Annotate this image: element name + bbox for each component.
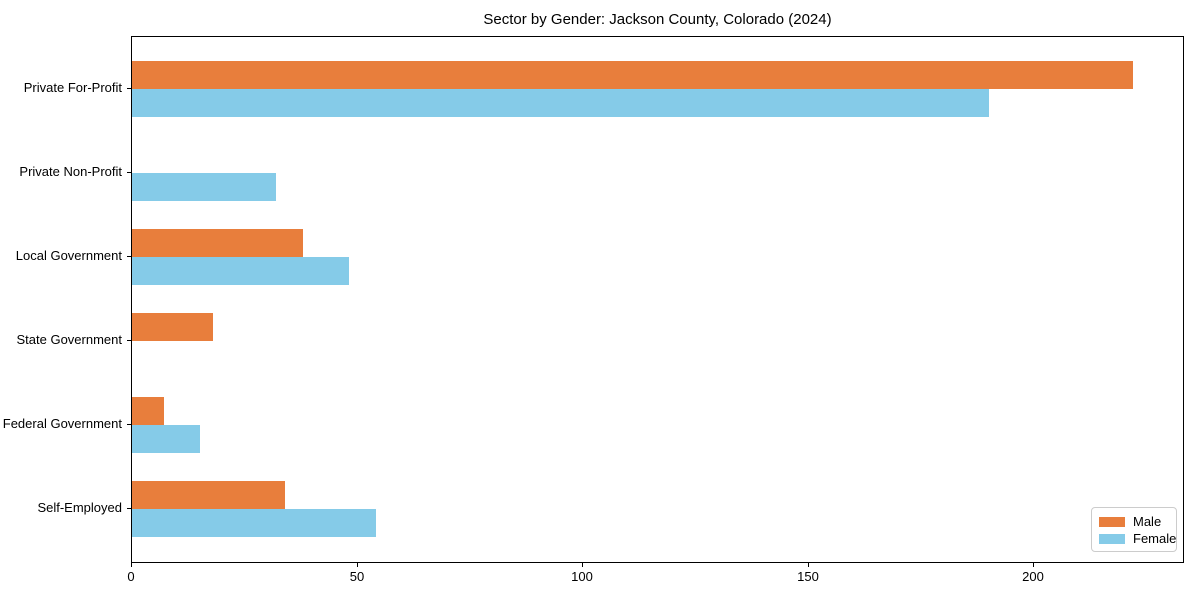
bar-male-federal-government (132, 397, 164, 425)
ytick-mark (127, 424, 131, 425)
legend: Male Female (1091, 507, 1177, 552)
ytick-mark (127, 508, 131, 509)
ytick-mark (127, 172, 131, 173)
bar-female-private-for-profit (132, 89, 989, 117)
legend-label-female: Female (1133, 531, 1177, 546)
legend-item-male: Male (1099, 514, 1169, 529)
legend-swatch-male-icon (1099, 516, 1125, 527)
bar-female-self-employed (132, 509, 376, 537)
ytick-label-private-for-profit: Private For-Profit (23, 80, 122, 95)
ytick-mark (127, 256, 131, 257)
xtick-mark (357, 563, 358, 567)
xtick-mark (131, 563, 132, 567)
ytick-label-self-employed: Self-Employed (37, 500, 122, 515)
xtick-mark (1033, 563, 1034, 567)
xtick-mark (582, 563, 583, 567)
plot-area (131, 36, 1184, 563)
xtick-label-0: 0 (127, 569, 135, 584)
xtick-label-150: 150 (797, 569, 819, 584)
xtick-label-100: 100 (571, 569, 593, 584)
legend-item-female: Female (1099, 531, 1176, 546)
ytick-label-federal-government: Federal Government (2, 416, 122, 431)
bar-male-private-for-profit (132, 61, 1133, 89)
bar-female-private-non-profit (132, 173, 276, 201)
ytick-label-private-non-profit: Private Non-Profit (19, 164, 122, 179)
legend-label-male: Male (1133, 514, 1162, 529)
bar-female-local-government (132, 257, 349, 285)
bar-male-state-government (132, 313, 213, 341)
xtick-mark (808, 563, 809, 567)
ytick-mark (127, 88, 131, 89)
ytick-label-local-government: Local Government (15, 248, 122, 263)
bar-female-federal-government (132, 425, 200, 453)
xtick-label-200: 200 (1022, 569, 1044, 584)
ytick-mark (127, 340, 131, 341)
chart-title: Sector by Gender: Jackson County, Colora… (483, 11, 832, 28)
legend-swatch-female-icon (1099, 533, 1125, 544)
ytick-label-state-government: State Government (16, 332, 123, 347)
bar-male-local-government (132, 229, 303, 257)
xtick-label-50: 50 (349, 569, 365, 584)
bar-male-self-employed (132, 481, 285, 509)
